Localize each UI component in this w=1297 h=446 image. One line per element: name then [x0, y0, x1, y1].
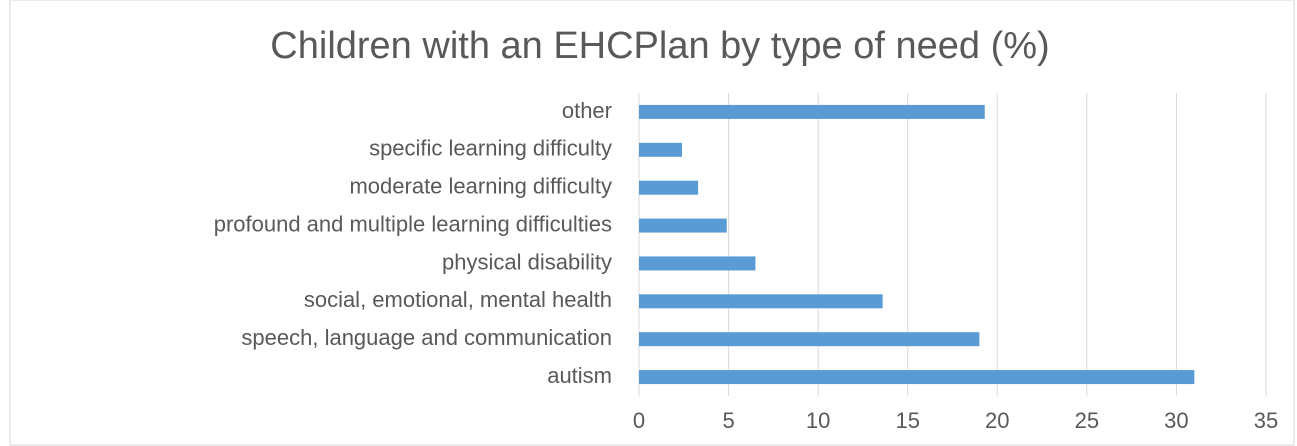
bar — [639, 370, 1195, 385]
chart-title: Children with an EHCPlan by type of need… — [270, 25, 1049, 67]
x-tick-label: 30 — [1164, 408, 1188, 433]
y-tick-label: moderate learning difficulty — [349, 174, 612, 199]
bar — [639, 104, 985, 119]
y-tick-label: specific learning difficulty — [369, 136, 612, 161]
x-tick-label: 25 — [1075, 408, 1099, 433]
y-tick-label: other — [562, 98, 612, 123]
x-tick-label: 35 — [1254, 408, 1278, 433]
bar — [639, 218, 727, 233]
bar — [639, 294, 883, 309]
bar — [639, 256, 756, 271]
bar — [639, 332, 980, 347]
y-tick-label: speech, language and communication — [241, 325, 612, 350]
bar — [639, 142, 682, 157]
x-tick-label: 15 — [895, 408, 919, 433]
x-tick-label: 10 — [806, 408, 830, 433]
bar — [639, 180, 699, 195]
y-tick-label: autism — [547, 363, 612, 388]
y-tick-label: profound and multiple learning difficult… — [214, 211, 612, 236]
x-tick-label: 5 — [722, 408, 734, 433]
x-tick-label: 20 — [985, 408, 1009, 433]
y-tick-label: physical disability — [442, 249, 612, 274]
y-tick-label: social, emotional, mental health — [304, 287, 612, 312]
x-tick-label: 0 — [633, 408, 645, 433]
